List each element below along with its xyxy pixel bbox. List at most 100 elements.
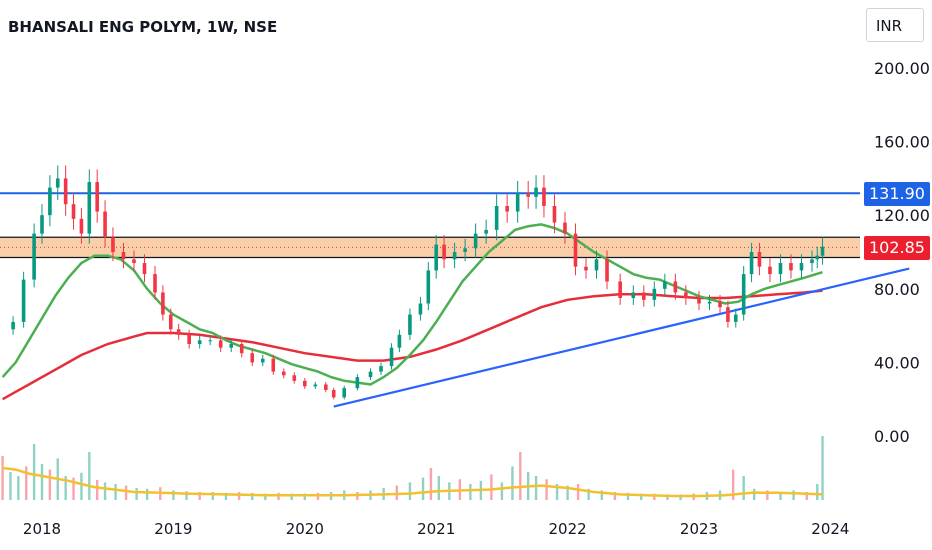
candle [389, 347, 394, 367]
candle [484, 229, 488, 234]
volume-bar [653, 493, 656, 500]
y-tick-label: 200.00 [874, 59, 930, 78]
volume-bar [17, 476, 20, 500]
candle [815, 255, 820, 260]
volume-bar [437, 476, 441, 500]
x-tick-label: 2019 [154, 520, 192, 538]
y-tick-label: 0.00 [874, 427, 910, 446]
candle [342, 388, 347, 398]
volume-bar [25, 466, 28, 500]
volume-bar [429, 468, 433, 500]
candle [103, 211, 107, 238]
volume-bar [72, 477, 75, 500]
candle [757, 252, 762, 267]
volume-bar [469, 484, 472, 500]
volume-bar [80, 472, 83, 500]
candle [63, 178, 68, 205]
volume-ma-line [2, 466, 823, 498]
volume-bar [534, 476, 538, 500]
x-tick-label: 2018 [23, 520, 61, 538]
candle [218, 340, 223, 348]
candle [473, 233, 478, 249]
candle [434, 244, 438, 271]
volume-bar [114, 484, 117, 500]
ma-fast-line [1, 223, 823, 386]
volume-bar [816, 484, 819, 500]
candle [605, 259, 609, 282]
candle [111, 237, 115, 252]
price-zone [0, 237, 860, 258]
candle [197, 340, 202, 344]
volume-bar [211, 492, 215, 500]
volume-bar [626, 492, 630, 500]
volume-bar [124, 485, 128, 500]
candle [313, 384, 318, 387]
y-tick-label: 40.00 [874, 353, 920, 372]
volume-bar [792, 490, 795, 500]
volume-bar [95, 480, 99, 500]
candle [355, 377, 360, 389]
volume-bar [613, 492, 617, 500]
volume-bar [88, 452, 91, 500]
candle [292, 375, 297, 381]
y-tick-label: 160.00 [874, 133, 930, 152]
volume-bar [511, 466, 514, 500]
candle [239, 344, 244, 354]
candle [505, 206, 509, 212]
volume-bar [805, 492, 808, 500]
candle [494, 206, 499, 230]
volume-bar [731, 469, 735, 500]
candle [303, 380, 307, 387]
candle [820, 246, 825, 256]
y-tick-label: 80.00 [874, 280, 920, 299]
volume-bar [303, 493, 306, 500]
candle [397, 334, 402, 348]
candle [463, 248, 467, 252]
candle [368, 371, 373, 378]
candle [142, 263, 147, 275]
candle [40, 215, 44, 234]
candle [749, 252, 754, 275]
ascending-trendline [333, 267, 910, 408]
volume-bar [48, 469, 52, 500]
volume-bar [519, 452, 522, 500]
volume-bar [587, 488, 590, 500]
x-tick-label: 2022 [549, 520, 587, 538]
candle [718, 301, 722, 308]
candle [250, 353, 255, 363]
candle [789, 263, 793, 271]
candle [379, 366, 383, 372]
candle [176, 329, 181, 335]
candle [768, 266, 772, 275]
candle [526, 193, 530, 197]
candle [418, 303, 423, 315]
volume-bar [566, 485, 569, 500]
volume-bar [666, 494, 669, 500]
candle [71, 204, 76, 219]
volume-bar [135, 488, 138, 500]
volume-bar [103, 482, 107, 500]
candle [168, 314, 173, 330]
candle [452, 252, 457, 260]
chart-title: BHANSALI ENG POLYM, 1W, NSE [8, 18, 278, 36]
candle [121, 252, 126, 260]
candle [697, 298, 701, 304]
volume-bar [9, 472, 12, 500]
volume-bar [742, 476, 745, 500]
y-tick-label: 120.00 [874, 206, 930, 225]
volume-bar [145, 488, 149, 500]
volume-bar [64, 476, 67, 500]
currency-selector[interactable]: INR [866, 8, 924, 42]
candle [684, 292, 688, 298]
candle [663, 281, 667, 289]
volume-bar [185, 491, 188, 500]
candle [408, 314, 412, 335]
candle [741, 274, 746, 315]
volume-bar [32, 444, 36, 500]
candle [187, 334, 191, 344]
candle [563, 222, 567, 234]
candle [778, 263, 783, 275]
candle [515, 193, 520, 212]
